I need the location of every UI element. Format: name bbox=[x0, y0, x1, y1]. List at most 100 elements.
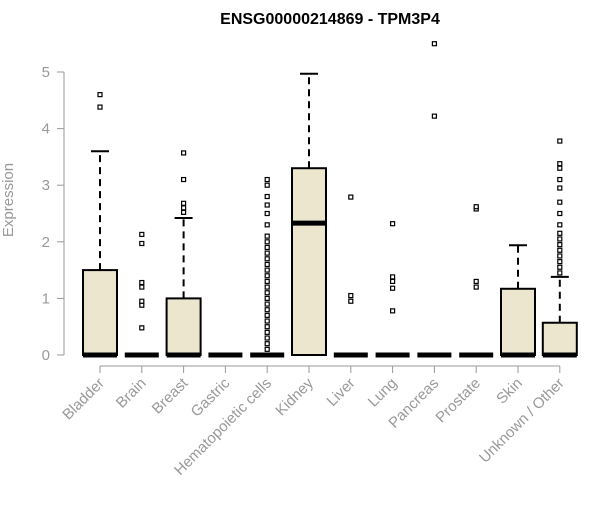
outlier-point bbox=[264, 193, 270, 200]
outlier-point bbox=[264, 290, 270, 296]
outlier-point bbox=[264, 295, 270, 301]
outlier-point bbox=[264, 307, 270, 313]
outlier-point bbox=[139, 284, 145, 290]
y-tick-label: 0 bbox=[42, 347, 50, 364]
outlier-point bbox=[181, 200, 187, 206]
outlier-point bbox=[264, 256, 270, 262]
outlier-point bbox=[390, 274, 396, 280]
box-iqr bbox=[541, 321, 578, 357]
axes: 0 1 2 3 4 5 bbox=[42, 64, 561, 373]
outlier-point bbox=[557, 236, 563, 242]
outlier-point bbox=[264, 324, 270, 330]
y-axis-label: Expression bbox=[0, 163, 17, 237]
box-iqr bbox=[500, 287, 536, 357]
x-tick-label: Breast bbox=[149, 374, 192, 417]
x-tick-label: Bladder bbox=[59, 375, 108, 424]
outlier-point bbox=[264, 176, 270, 183]
outlier-point bbox=[181, 150, 187, 156]
outlier-point bbox=[264, 341, 270, 347]
box-brain bbox=[124, 231, 159, 358]
outlier-point bbox=[557, 138, 563, 144]
outlier-point bbox=[97, 104, 103, 110]
x-tick-label: Prostate bbox=[432, 375, 484, 427]
outlier-point bbox=[390, 278, 396, 285]
x-tick-label: Skin bbox=[493, 375, 526, 408]
outlier-point bbox=[348, 298, 354, 304]
outlier-point bbox=[139, 298, 145, 304]
outlier-point bbox=[264, 329, 270, 335]
x-tick-label: Liver bbox=[324, 375, 359, 410]
outlier-point bbox=[557, 230, 563, 236]
box-iqr bbox=[165, 297, 202, 356]
outlier-point bbox=[264, 244, 270, 251]
outlier-point bbox=[557, 222, 563, 228]
outlier-point bbox=[264, 267, 270, 273]
outlier-point bbox=[181, 205, 187, 211]
outlier-point bbox=[264, 346, 270, 352]
box-skin bbox=[500, 244, 536, 358]
outlier-point bbox=[557, 242, 563, 248]
outlier-point bbox=[473, 284, 479, 290]
y-tick-label: 2 bbox=[42, 234, 50, 251]
box-liver bbox=[333, 194, 368, 358]
outlier-point bbox=[139, 231, 145, 238]
box-breast bbox=[165, 150, 202, 358]
outlier-point bbox=[557, 165, 563, 171]
outlier-point bbox=[557, 264, 563, 270]
outlier-point bbox=[97, 92, 103, 98]
outlier-point bbox=[139, 240, 145, 247]
outlier-point bbox=[473, 278, 479, 285]
outlier-point bbox=[557, 247, 563, 253]
x-tick-label: Brain bbox=[113, 375, 150, 412]
outlier-point bbox=[264, 182, 270, 188]
outlier-point bbox=[431, 41, 437, 47]
outlier-point bbox=[264, 210, 270, 217]
outlier-point bbox=[264, 250, 270, 256]
x-tick-label: Kidney bbox=[272, 374, 317, 419]
outlier-point bbox=[557, 199, 563, 205]
outlier-point bbox=[264, 284, 270, 290]
outlier-point bbox=[348, 194, 354, 200]
outlier-point bbox=[390, 221, 396, 227]
outlier-point bbox=[431, 113, 437, 119]
box-iqr bbox=[82, 269, 118, 357]
box-hematopoietic-cells bbox=[250, 176, 285, 358]
outlier-point bbox=[264, 233, 270, 239]
outlier-point bbox=[264, 318, 270, 324]
boxes bbox=[82, 41, 578, 358]
outlier-point bbox=[139, 279, 145, 286]
outlier-point bbox=[264, 278, 270, 285]
y-tick-label: 4 bbox=[42, 121, 50, 138]
outlier-point bbox=[264, 261, 270, 268]
y-tick-label: 1 bbox=[42, 290, 50, 307]
y-tick-label: 5 bbox=[42, 64, 50, 81]
box-pancreas bbox=[417, 41, 452, 358]
chart-title: ENSG00000214869 - TPM3P4 bbox=[220, 11, 440, 28]
outlier-point bbox=[557, 176, 563, 183]
box-bladder bbox=[82, 92, 118, 358]
box-iqr bbox=[291, 167, 327, 356]
y-tick-label: 3 bbox=[42, 177, 50, 194]
box-lung bbox=[375, 221, 410, 358]
box-unknown-other bbox=[541, 138, 578, 358]
outlier-point bbox=[264, 222, 270, 228]
outlier-point bbox=[181, 176, 187, 183]
box-prostate bbox=[459, 204, 494, 358]
x-tick-label: Lung bbox=[365, 375, 401, 411]
outlier-point bbox=[557, 161, 563, 167]
outlier-point bbox=[557, 270, 563, 276]
outlier-point bbox=[473, 204, 479, 210]
outlier-point bbox=[557, 185, 563, 191]
outlier-point bbox=[557, 253, 563, 259]
outlier-point bbox=[390, 308, 396, 314]
outlier-point bbox=[557, 259, 563, 265]
outlier-point bbox=[181, 209, 187, 215]
outlier-point bbox=[264, 239, 270, 245]
outlier-point bbox=[264, 202, 270, 208]
box-kidney bbox=[291, 72, 327, 356]
outlier-point bbox=[264, 335, 270, 341]
outlier-point bbox=[264, 273, 270, 279]
